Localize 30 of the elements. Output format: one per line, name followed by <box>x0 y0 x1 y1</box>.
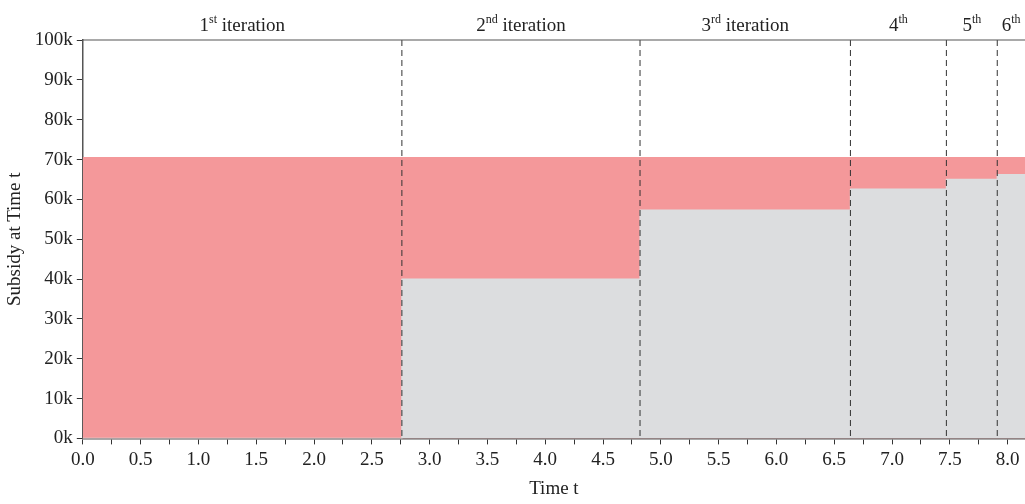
x-tick-label: 3.0 <box>417 447 442 469</box>
y-tick-label: 20k <box>44 346 74 368</box>
y-tick-label: 0k <box>53 426 74 448</box>
y-tick-label: 50k <box>44 227 74 249</box>
x-tick-label: 2.5 <box>359 447 384 469</box>
y-tick-label: 100k <box>34 27 74 49</box>
x-tick-label: 2.0 <box>302 447 326 469</box>
x-tick-label: 0.0 <box>70 447 95 469</box>
x-tick-label: 0.5 <box>128 447 153 469</box>
x-tick-label: 6.5 <box>822 447 847 469</box>
y-tick-label: 40k <box>44 267 74 289</box>
x-tick-label: 1.5 <box>244 447 269 469</box>
y-tick-label: 80k <box>44 107 74 129</box>
x-tick-label: 1.0 <box>186 447 211 469</box>
x-tick-label: 7.0 <box>880 447 904 469</box>
x-axis-title: Time t <box>529 476 580 498</box>
x-tick-label: 4.5 <box>591 447 615 469</box>
x-tick-label: 7.5 <box>937 447 962 469</box>
y-tick-label: 70k <box>44 147 74 169</box>
x-tick-label: 8.0 <box>995 447 1020 469</box>
x-tick-label: 4.0 <box>533 447 558 469</box>
y-tick-label: 60k <box>44 187 74 209</box>
y-tick-label: 90k <box>44 67 74 89</box>
x-tick-label: 5.0 <box>648 447 673 469</box>
x-tick-label: 5.5 <box>706 447 731 469</box>
y-tick-label: 10k <box>44 386 74 408</box>
x-tick-label: 3.5 <box>475 447 500 469</box>
y-axis-title: Subsidy at Time t <box>3 171 25 306</box>
x-tick-label: 6.0 <box>764 447 789 469</box>
y-tick-label: 30k <box>44 306 74 328</box>
